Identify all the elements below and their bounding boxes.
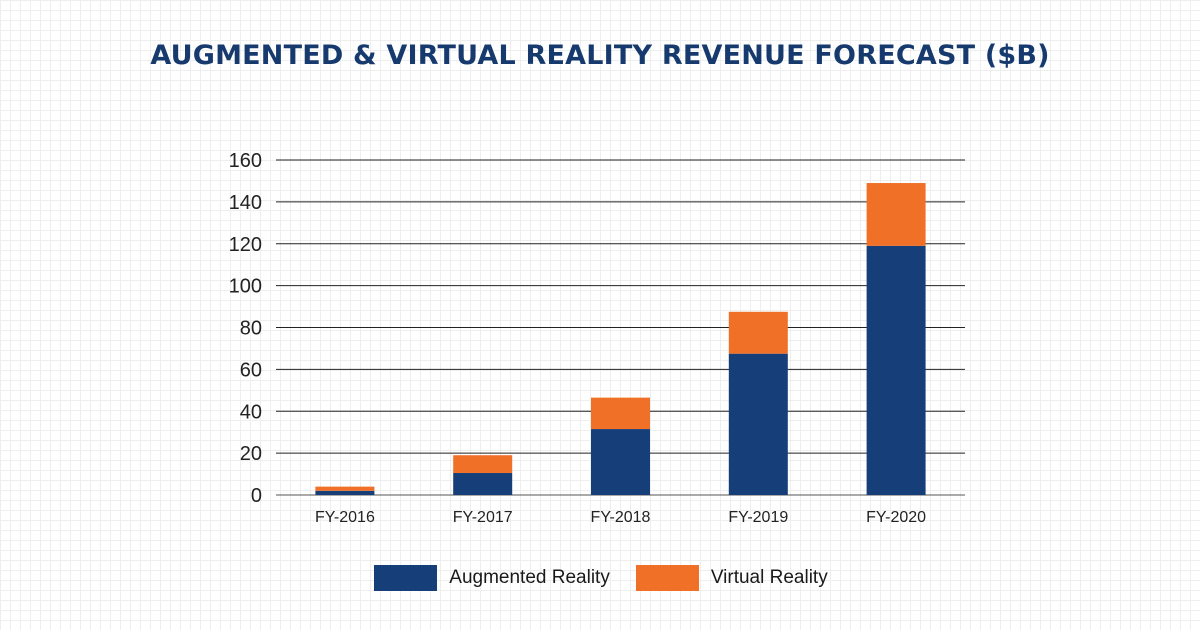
y-tick-label-80: 80 [240,318,262,340]
legend-item-augmented-reality: Augmented Reality [374,565,610,591]
x-tick-label-fy-2018: FY-2018 [591,509,651,526]
y-tick-label-160: 160 [229,150,262,172]
x-tick-label-fy-2020: FY-2020 [866,509,926,526]
y-tick-label-120: 120 [229,234,262,256]
bar-virtual-reality-fy-2020 [866,183,926,246]
y-tick-label-40: 40 [240,401,262,423]
legend-label-augmented-reality: Augmented Reality [449,567,610,588]
y-tick-label-20: 20 [240,443,262,465]
bar-virtual-reality-fy-2017 [453,455,513,474]
x-tick-label-fy-2016: FY-2016 [315,509,375,526]
bar-augmented-reality-fy-2019 [728,353,788,495]
bar-virtual-reality-fy-2016 [315,486,375,491]
legend-swatch-augmented-reality [374,565,438,591]
y-tick-label-60: 60 [240,359,262,381]
y-tick-label-0: 0 [251,485,262,507]
legend-swatch-virtual-reality [635,565,699,591]
y-tick-label-140: 140 [229,192,262,214]
bar-augmented-reality-fy-2016 [315,490,375,495]
bar-augmented-reality-fy-2017 [453,473,513,495]
y-tick-label-100: 100 [229,276,262,298]
x-tick-label-fy-2019: FY-2019 [728,509,788,526]
bar-augmented-reality-fy-2020 [866,245,926,495]
bar-augmented-reality-fy-2018 [591,429,650,495]
bar-virtual-reality-fy-2019 [728,311,788,354]
legend: Augmented Reality Virtual Reality [0,565,1200,591]
bar-virtual-reality-fy-2018 [591,397,650,430]
chart-title: AUGMENTED & VIRTUAL REALITY REVENUE FORE… [150,40,1050,71]
x-tick-label-fy-2017: FY-2017 [453,509,513,526]
legend-item-virtual-reality: Virtual Reality [635,565,828,591]
legend-label-virtual-reality: Virtual Reality [710,567,828,588]
